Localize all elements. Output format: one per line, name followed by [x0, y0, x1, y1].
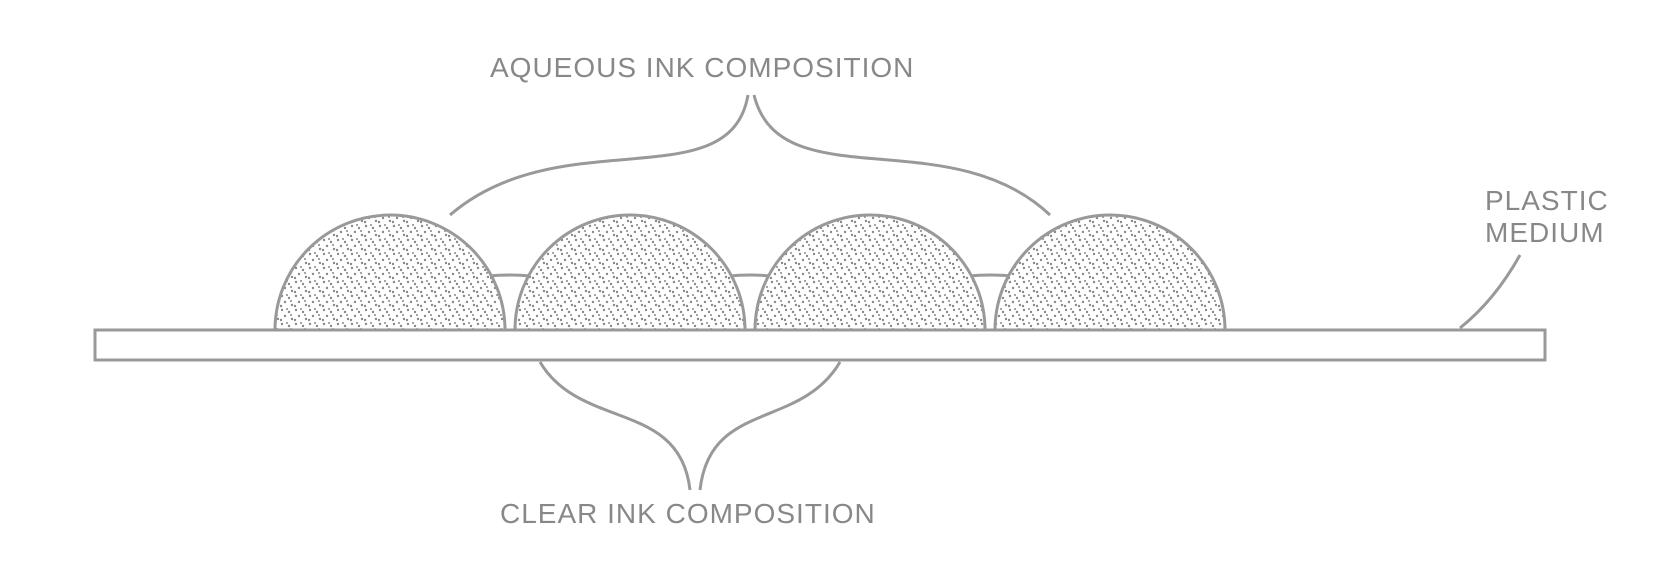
- top-connectors: [450, 95, 1050, 215]
- plastic-label-line2: MEDIUM: [1485, 217, 1609, 249]
- plastic-label: PLASTIC MEDIUM: [1485, 185, 1609, 249]
- plastic-substrate: [95, 330, 1545, 360]
- connector-curve: [450, 95, 748, 215]
- connector-curve: [754, 95, 1050, 215]
- aqueous-label: AQUEOUS INK COMPOSITION: [490, 52, 914, 84]
- aqueous-droplet: [995, 215, 1225, 330]
- aqueous-droplet: [755, 215, 985, 330]
- aqueous-droplet: [275, 215, 505, 330]
- diagram-svg: [0, 0, 1672, 564]
- aqueous-droplet: [515, 215, 745, 330]
- connector-curve: [540, 362, 690, 490]
- clear-label: CLEAR INK COMPOSITION: [500, 498, 876, 530]
- plastic-label-line1: PLASTIC: [1485, 185, 1609, 217]
- connector-curve: [1460, 255, 1520, 328]
- bottom-connectors: [540, 362, 840, 490]
- connector-curve: [700, 362, 840, 490]
